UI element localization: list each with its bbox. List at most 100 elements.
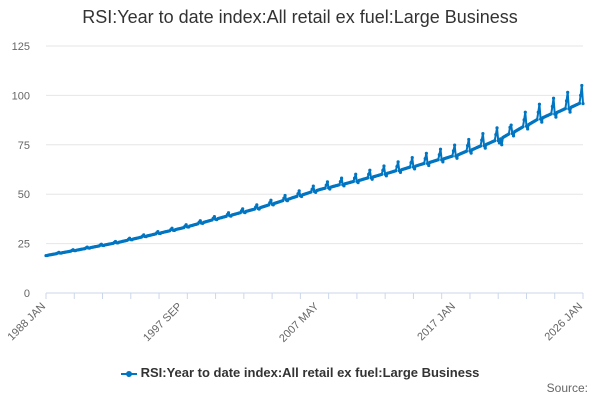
data-point xyxy=(423,157,427,161)
data-point xyxy=(567,107,571,111)
data-point xyxy=(394,169,398,173)
data-point xyxy=(553,112,557,116)
data-point xyxy=(507,132,511,136)
data-point xyxy=(481,132,485,136)
y-tick-label: 75 xyxy=(18,140,30,152)
data-point xyxy=(566,90,570,94)
data-point xyxy=(311,184,315,188)
data-point xyxy=(339,176,344,180)
data-point xyxy=(283,193,287,198)
data-point xyxy=(465,144,470,148)
data-point xyxy=(498,137,503,141)
data-point xyxy=(483,146,487,150)
data-point xyxy=(478,144,483,148)
data-point xyxy=(511,134,516,138)
data-point xyxy=(464,149,469,153)
x-tick-label: 2017 JAN xyxy=(415,301,458,344)
data-point xyxy=(241,207,245,211)
y-tick-label: 0 xyxy=(24,288,30,300)
data-point xyxy=(500,143,504,147)
data-point xyxy=(539,117,543,121)
data-point xyxy=(424,151,428,155)
x-tick-label: 2026 JAN xyxy=(542,301,585,344)
x-tick-label: 1988 JAN xyxy=(5,301,48,344)
x-tick-label: 1997 SEP xyxy=(141,301,185,345)
chart-title: RSI:Year to date index:All retail ex fue… xyxy=(82,7,518,27)
data-point xyxy=(398,170,403,175)
axes: 0 25 50 75 100 125 1988 JAN 1997 SEP 2007 MAY 201… xyxy=(5,41,585,345)
data-point xyxy=(198,219,202,223)
data-point xyxy=(577,101,582,105)
data-point xyxy=(441,160,445,164)
data-point xyxy=(368,168,372,172)
data-point xyxy=(324,183,328,187)
series-line xyxy=(45,84,584,257)
data-point xyxy=(309,190,313,194)
data-point xyxy=(282,196,286,200)
data-point xyxy=(455,156,459,160)
data-point xyxy=(297,189,301,193)
x-tick-label: 2007 MAY xyxy=(277,300,322,345)
data-point xyxy=(380,172,384,176)
data-point xyxy=(395,164,399,169)
data-point xyxy=(365,176,370,180)
y-tick-label: 100 xyxy=(12,90,30,102)
grid xyxy=(46,45,583,245)
legend-dot xyxy=(125,370,132,377)
data-point xyxy=(323,186,327,190)
data-point xyxy=(523,110,527,114)
data-point xyxy=(367,172,371,176)
data-point xyxy=(269,198,273,202)
data-point xyxy=(381,168,385,173)
data-point xyxy=(410,155,414,160)
data-point xyxy=(510,131,514,136)
data-point xyxy=(352,176,357,180)
data-point xyxy=(351,179,355,184)
data-point xyxy=(337,183,341,187)
data-point xyxy=(469,151,473,155)
data-point xyxy=(497,141,501,145)
data-point xyxy=(438,147,443,151)
data-point xyxy=(549,112,553,116)
data-point xyxy=(550,104,554,109)
data-point xyxy=(521,125,525,129)
data-point xyxy=(255,203,259,207)
data-point xyxy=(526,127,530,131)
data-point xyxy=(540,120,544,124)
legend-symbol xyxy=(120,369,137,379)
data-point xyxy=(295,194,299,198)
y-tick-label: 50 xyxy=(18,189,30,201)
data-point xyxy=(450,154,454,158)
data-point xyxy=(296,192,300,196)
source-label: Source: xyxy=(546,381,588,395)
data-point xyxy=(325,180,330,184)
legend[interactable]: RSI:Year to date index:All retail ex fue… xyxy=(0,365,600,380)
data-point xyxy=(384,174,388,178)
data-point xyxy=(437,153,441,157)
data-point xyxy=(535,117,539,122)
data-point xyxy=(508,125,512,130)
data-point xyxy=(554,115,558,119)
legend-label: RSI:Year to date index:All retail ex fue… xyxy=(140,365,480,380)
data-point xyxy=(281,199,285,203)
data-point xyxy=(354,172,358,176)
data-point xyxy=(310,187,314,191)
data-point xyxy=(422,161,426,166)
data-point xyxy=(524,124,529,128)
data-point xyxy=(537,102,542,106)
data-point xyxy=(467,137,471,142)
data-point xyxy=(396,160,400,164)
data-point xyxy=(408,165,412,169)
data-point xyxy=(536,110,540,114)
data-point xyxy=(382,164,386,168)
data-point xyxy=(564,99,569,103)
data-point xyxy=(494,133,498,137)
data-point xyxy=(338,180,343,184)
data-point xyxy=(495,126,499,130)
data-point xyxy=(268,201,272,205)
data-point xyxy=(409,161,413,165)
data-point xyxy=(451,149,456,153)
data-point xyxy=(212,215,216,219)
data-point xyxy=(551,96,556,100)
